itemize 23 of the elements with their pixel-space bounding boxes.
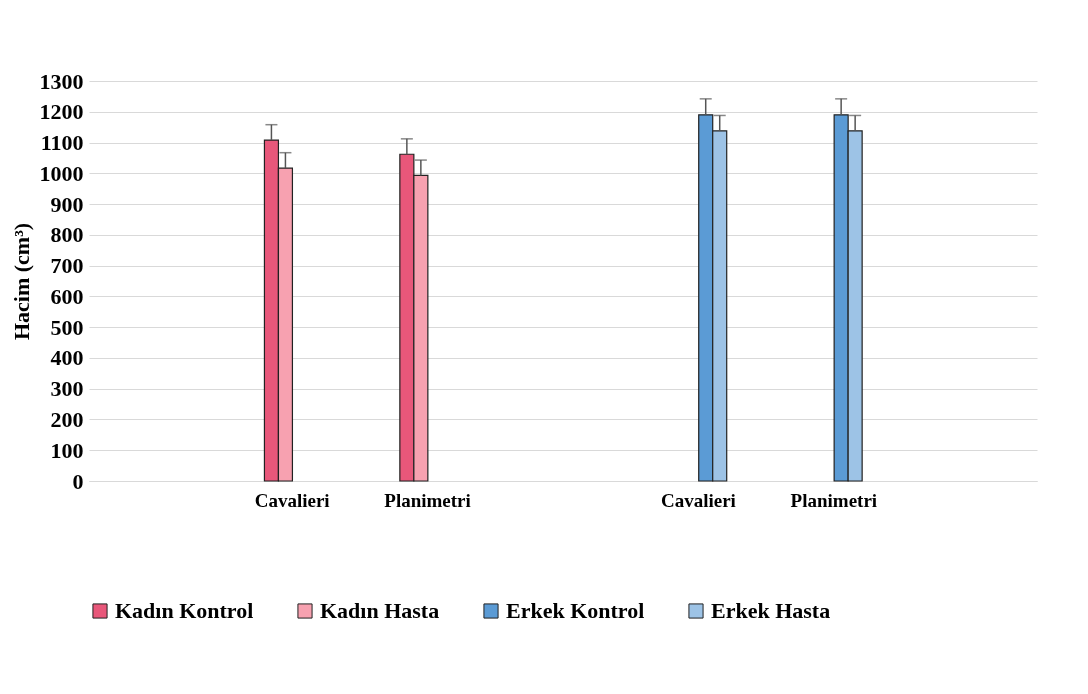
y-tick-label: 0 — [72, 468, 84, 494]
y-tick-label: 1100 — [40, 130, 84, 156]
y-tick-label: 1000 — [39, 160, 84, 186]
y-tick-label: 100 — [50, 437, 84, 463]
y-tick-label: 400 — [50, 345, 84, 371]
x-tick-label: Planimetri — [790, 489, 878, 511]
y-tick-label: 900 — [50, 191, 84, 217]
legend-label: Kadın Hasta — [320, 598, 440, 623]
x-tick-label: Cavalieri — [660, 489, 736, 511]
y-tick-label: 1200 — [39, 99, 84, 125]
y-axis-title: Hacim (cm³) — [8, 222, 34, 341]
legend-label: Kadın Kontrol — [115, 598, 254, 623]
legend-label: Erkek Hasta — [711, 598, 831, 623]
x-tick-label: Cavalieri — [254, 489, 330, 511]
legend-label: Erkek Kontrol — [506, 598, 645, 623]
y-tick-label: 1300 — [39, 68, 84, 94]
y-tick-label: 200 — [50, 406, 84, 432]
x-tick-label: Planimetri — [384, 489, 471, 511]
y-tick-label: 500 — [50, 314, 84, 340]
y-tick-label: 300 — [50, 376, 84, 402]
y-tick-label: 800 — [50, 222, 84, 248]
y-tick-label: 600 — [50, 283, 84, 309]
y-tick-label: 700 — [50, 253, 84, 279]
